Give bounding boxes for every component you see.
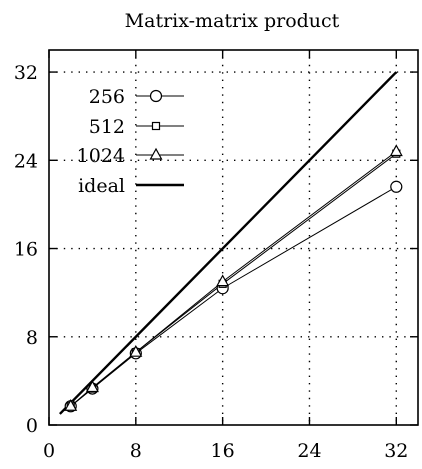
series-line-ideal <box>58 71 398 415</box>
legend: 256 512 1024 ideal <box>77 86 184 197</box>
x-tick-label: 16 <box>211 440 235 462</box>
y-tick-label: 24 <box>14 150 38 172</box>
y-tick-label: 16 <box>14 239 38 261</box>
chart-title: Matrix-matrix product <box>125 10 340 32</box>
data-point-1024 <box>216 274 230 287</box>
legend-label-ideal: ideal <box>78 175 125 197</box>
data-point-1024 <box>389 144 403 157</box>
y-tick-label: 8 <box>26 327 38 349</box>
series-line-256 <box>70 186 397 407</box>
y-tick-label: 32 <box>14 62 38 84</box>
y-tick-label: 0 <box>26 415 38 437</box>
axis-ticks: 0 8 16 24 32 0 8 16 24 32 <box>14 50 418 462</box>
legend-label-256: 256 <box>89 86 125 108</box>
data-point-256 <box>390 180 403 193</box>
x-tick-label: 32 <box>384 440 408 462</box>
legend-marker-256 <box>149 89 163 103</box>
x-tick-label: 8 <box>130 440 142 462</box>
legend-label-1024: 1024 <box>77 145 125 167</box>
plot-frame <box>48 49 419 426</box>
legend-marker-1024 <box>149 147 163 160</box>
x-tick-label: 0 <box>43 440 55 462</box>
data-point-1024 <box>85 380 99 393</box>
x-tick-label: 24 <box>297 440 321 462</box>
series-layer <box>58 71 403 415</box>
data-point-1024 <box>129 344 143 357</box>
legend-label-512: 512 <box>89 116 125 138</box>
legend-marker-512 <box>151 121 161 131</box>
data-point-1024 <box>64 399 78 411</box>
